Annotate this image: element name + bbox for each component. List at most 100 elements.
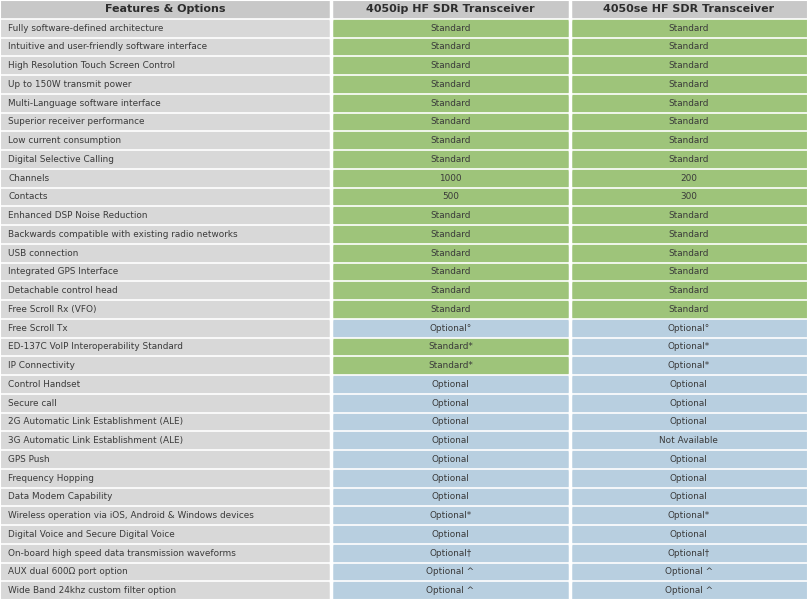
Text: Optional: Optional	[670, 455, 708, 464]
FancyBboxPatch shape	[331, 94, 570, 113]
Text: 2G Automatic Link Establishment (ALE): 2G Automatic Link Establishment (ALE)	[8, 418, 183, 427]
FancyBboxPatch shape	[570, 113, 808, 131]
Text: Optional: Optional	[670, 473, 708, 482]
FancyBboxPatch shape	[570, 337, 808, 356]
Text: Standard: Standard	[669, 155, 709, 164]
FancyBboxPatch shape	[331, 319, 570, 337]
FancyBboxPatch shape	[570, 300, 808, 319]
Text: Optional: Optional	[670, 398, 708, 407]
Text: Standard: Standard	[669, 98, 709, 107]
Text: 3G Automatic Link Establishment (ALE): 3G Automatic Link Establishment (ALE)	[8, 436, 183, 445]
Text: Optional: Optional	[431, 436, 469, 445]
FancyBboxPatch shape	[570, 469, 808, 487]
FancyBboxPatch shape	[570, 525, 808, 544]
Text: Standard: Standard	[669, 211, 709, 220]
Text: Free Scroll Tx: Free Scroll Tx	[8, 323, 68, 332]
Text: Optional: Optional	[670, 493, 708, 502]
FancyBboxPatch shape	[331, 300, 570, 319]
Text: Standard: Standard	[669, 23, 709, 32]
Text: Standard: Standard	[669, 118, 709, 127]
FancyBboxPatch shape	[331, 263, 570, 281]
Text: Standard: Standard	[431, 80, 470, 89]
Text: Standard: Standard	[431, 248, 470, 257]
FancyBboxPatch shape	[331, 337, 570, 356]
Text: Standard: Standard	[669, 80, 709, 89]
FancyBboxPatch shape	[331, 206, 570, 225]
Text: Standard: Standard	[431, 230, 470, 239]
FancyBboxPatch shape	[570, 356, 808, 375]
Text: Optional*: Optional*	[667, 343, 710, 352]
Text: Standard: Standard	[431, 98, 470, 107]
FancyBboxPatch shape	[331, 469, 570, 487]
Text: Standard: Standard	[669, 230, 709, 239]
FancyBboxPatch shape	[0, 375, 331, 394]
Text: Optional ^: Optional ^	[665, 586, 713, 595]
Text: High Resolution Touch Screen Control: High Resolution Touch Screen Control	[8, 61, 175, 70]
FancyBboxPatch shape	[0, 356, 331, 375]
Text: Low current consumption: Low current consumption	[8, 136, 121, 145]
FancyBboxPatch shape	[331, 131, 570, 150]
FancyBboxPatch shape	[570, 206, 808, 225]
FancyBboxPatch shape	[0, 37, 331, 56]
Text: Standard: Standard	[669, 61, 709, 70]
Text: AUX dual 600Ω port option: AUX dual 600Ω port option	[8, 568, 128, 577]
FancyBboxPatch shape	[0, 450, 331, 469]
FancyBboxPatch shape	[331, 525, 570, 544]
Text: Optional°: Optional°	[429, 323, 472, 332]
FancyBboxPatch shape	[0, 300, 331, 319]
Text: Integrated GPS Interface: Integrated GPS Interface	[8, 268, 118, 277]
Text: Wireless operation via iOS, Android & Windows devices: Wireless operation via iOS, Android & Wi…	[8, 511, 254, 520]
FancyBboxPatch shape	[0, 263, 331, 281]
Text: Secure call: Secure call	[8, 398, 57, 407]
Text: Control Handset: Control Handset	[8, 380, 80, 389]
FancyBboxPatch shape	[0, 56, 331, 75]
FancyBboxPatch shape	[0, 244, 331, 263]
FancyBboxPatch shape	[570, 581, 808, 600]
Text: Optional: Optional	[431, 493, 469, 502]
Text: Standard: Standard	[431, 23, 470, 32]
Text: Optional: Optional	[431, 380, 469, 389]
FancyBboxPatch shape	[570, 394, 808, 413]
FancyBboxPatch shape	[570, 187, 808, 206]
FancyBboxPatch shape	[331, 150, 570, 169]
FancyBboxPatch shape	[0, 187, 331, 206]
FancyBboxPatch shape	[0, 581, 331, 600]
Text: Free Scroll Rx (VFO): Free Scroll Rx (VFO)	[8, 305, 97, 314]
Text: Optional*: Optional*	[667, 511, 710, 520]
Text: Standard: Standard	[669, 305, 709, 314]
Text: Standard: Standard	[431, 155, 470, 164]
FancyBboxPatch shape	[331, 0, 570, 19]
FancyBboxPatch shape	[570, 75, 808, 94]
FancyBboxPatch shape	[570, 150, 808, 169]
Text: Channels: Channels	[8, 173, 49, 182]
FancyBboxPatch shape	[0, 487, 331, 506]
FancyBboxPatch shape	[331, 413, 570, 431]
FancyBboxPatch shape	[0, 225, 331, 244]
Text: USB connection: USB connection	[8, 248, 78, 257]
FancyBboxPatch shape	[0, 281, 331, 300]
FancyBboxPatch shape	[331, 544, 570, 563]
FancyBboxPatch shape	[570, 506, 808, 525]
FancyBboxPatch shape	[331, 487, 570, 506]
FancyBboxPatch shape	[331, 37, 570, 56]
FancyBboxPatch shape	[331, 19, 570, 37]
FancyBboxPatch shape	[0, 169, 331, 187]
Text: Optional ^: Optional ^	[427, 568, 474, 577]
Text: Superior receiver performance: Superior receiver performance	[8, 118, 145, 127]
Text: 300: 300	[680, 193, 697, 202]
Text: Optional†: Optional†	[429, 548, 472, 557]
Text: Frequency Hopping: Frequency Hopping	[8, 473, 94, 482]
Text: Optional ^: Optional ^	[427, 586, 474, 595]
FancyBboxPatch shape	[331, 563, 570, 581]
FancyBboxPatch shape	[570, 487, 808, 506]
FancyBboxPatch shape	[570, 94, 808, 113]
FancyBboxPatch shape	[570, 169, 808, 187]
Text: Contacts: Contacts	[8, 193, 48, 202]
FancyBboxPatch shape	[0, 563, 331, 581]
Text: Digital Selective Calling: Digital Selective Calling	[8, 155, 114, 164]
FancyBboxPatch shape	[570, 563, 808, 581]
Text: 200: 200	[680, 173, 697, 182]
Text: Multi-Language software interface: Multi-Language software interface	[8, 98, 161, 107]
FancyBboxPatch shape	[331, 450, 570, 469]
FancyBboxPatch shape	[0, 75, 331, 94]
